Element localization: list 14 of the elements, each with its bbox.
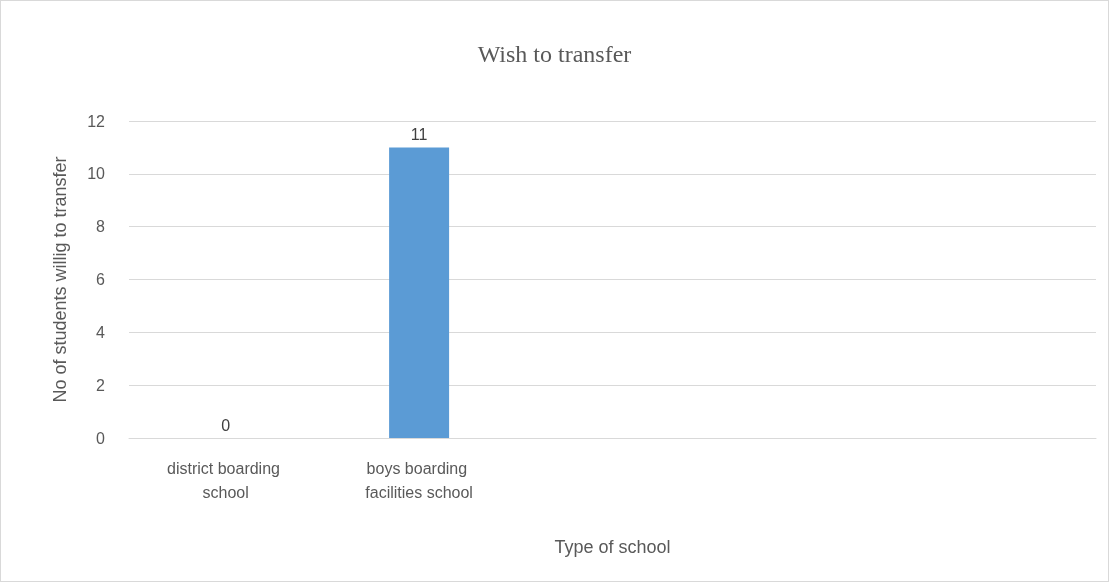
y-tick-label: 10: [87, 165, 106, 183]
x-tick-label: boys boarding facilities school: [365, 459, 473, 501]
y-tick-label: 4: [96, 323, 106, 341]
y-axis-title: No of students willig to transfer: [50, 156, 70, 403]
x-axis-title: Type of school: [554, 537, 671, 557]
y-tick-label: 0: [96, 429, 106, 447]
chart-title: Wish to transfer: [477, 41, 632, 67]
data-label: 0: [221, 416, 231, 434]
x-tick-label: district boarding school: [167, 459, 285, 501]
y-tick-label: 12: [87, 112, 106, 130]
y-tick-label: 2: [96, 376, 106, 394]
y-tick-label: 8: [96, 218, 106, 236]
y-tick-label: 6: [96, 271, 106, 288]
data-label: 11: [410, 125, 428, 143]
